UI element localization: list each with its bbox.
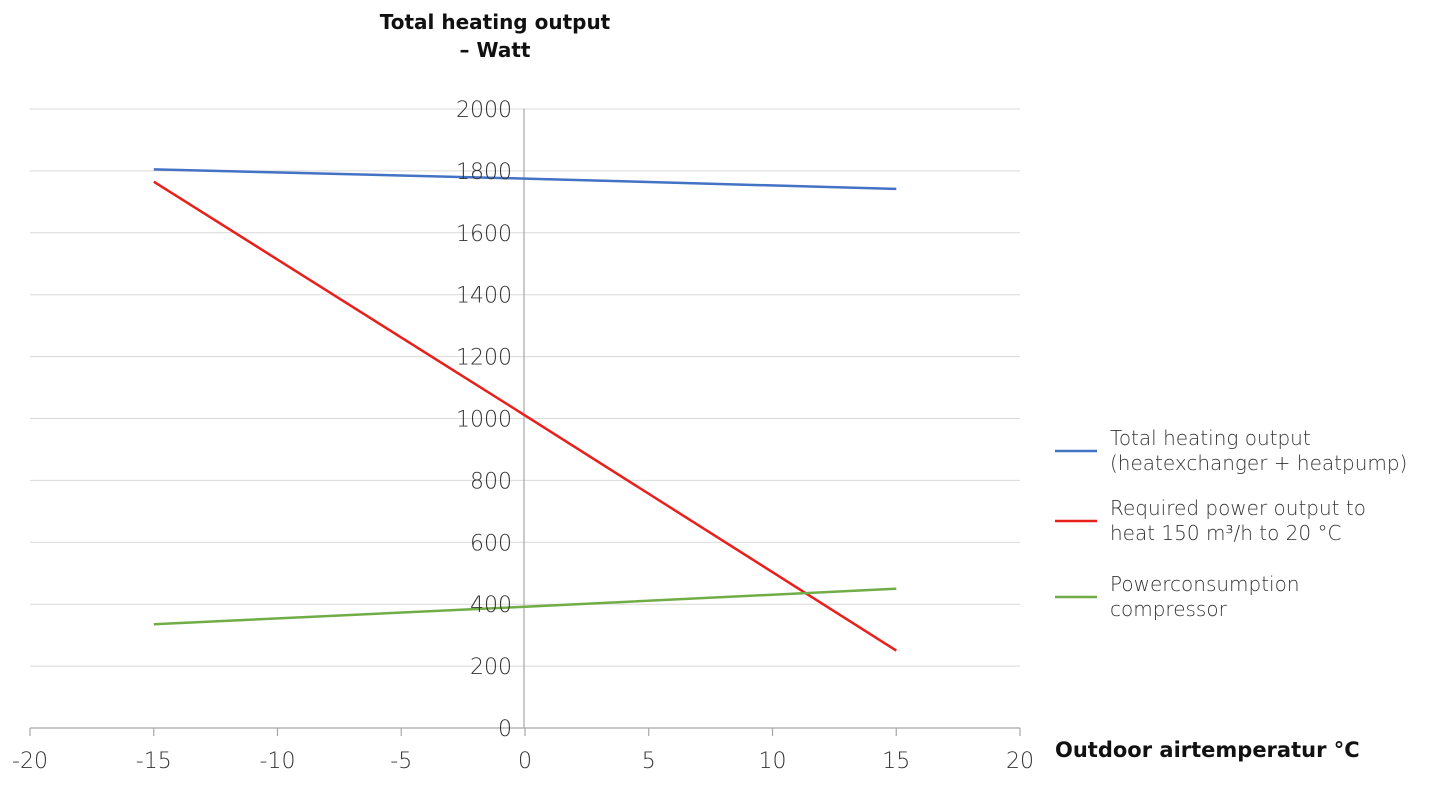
y-tick-label: 1000 (456, 408, 512, 433)
gridlines (30, 108, 1020, 667)
legend: Total heating output(heatexchanger + hea… (1055, 426, 1407, 621)
y-axis-label-line-2: – Watt (460, 38, 531, 62)
y-axis-label-line-1: Total heating output (380, 10, 611, 34)
legend-label: heat 150 m³/h to 20 °C (1110, 521, 1341, 545)
y-tick-label: 1800 (456, 160, 512, 185)
x-tick-label: -20 (12, 749, 48, 774)
x-tick-label: 0 (518, 749, 532, 774)
x-tick-label: 5 (642, 749, 656, 774)
legend-label: Required power output to (1110, 496, 1366, 520)
y-tick-label: 2000 (456, 98, 512, 123)
x-axis-label: Outdoor airtemperatur °C (1055, 738, 1360, 762)
y-tick-label: 600 (470, 531, 512, 556)
y-tick-label: 800 (470, 469, 512, 494)
y-tick-label: 200 (470, 655, 512, 680)
legend-label: (heatexchanger + heatpump) (1110, 451, 1407, 475)
x-tick-labels: -20 -15 -10 -5 0 5 10 15 20 (12, 749, 1034, 774)
y-tick-label: 0 (498, 717, 512, 742)
legend-label: compressor (1110, 597, 1228, 621)
x-tick-label: 20 (1006, 749, 1034, 774)
y-tick-labels: 0 200 400 600 800 1000 1200 1400 1600 1800 2000 (456, 98, 512, 742)
x-tick-label: -5 (390, 749, 412, 774)
series-line-1 (153, 168, 897, 191)
x-tick-label: -15 (136, 749, 172, 774)
legend-label: Powerconsumption (1110, 572, 1300, 596)
axes (29, 109, 1021, 736)
y-tick-label: 1200 (456, 346, 512, 371)
x-tick-label: -10 (260, 749, 296, 774)
legend-label: Total heating output (1110, 426, 1311, 450)
y-tick-label: 1400 (456, 284, 512, 309)
series-line-3 (153, 587, 897, 626)
series-line-2 (153, 180, 897, 652)
x-tick-label: 15 (882, 749, 910, 774)
y-tick-label: 400 (470, 593, 512, 618)
x-tick-label: 10 (759, 749, 787, 774)
y-tick-label: 1600 (456, 222, 512, 247)
series-lines (153, 168, 897, 652)
